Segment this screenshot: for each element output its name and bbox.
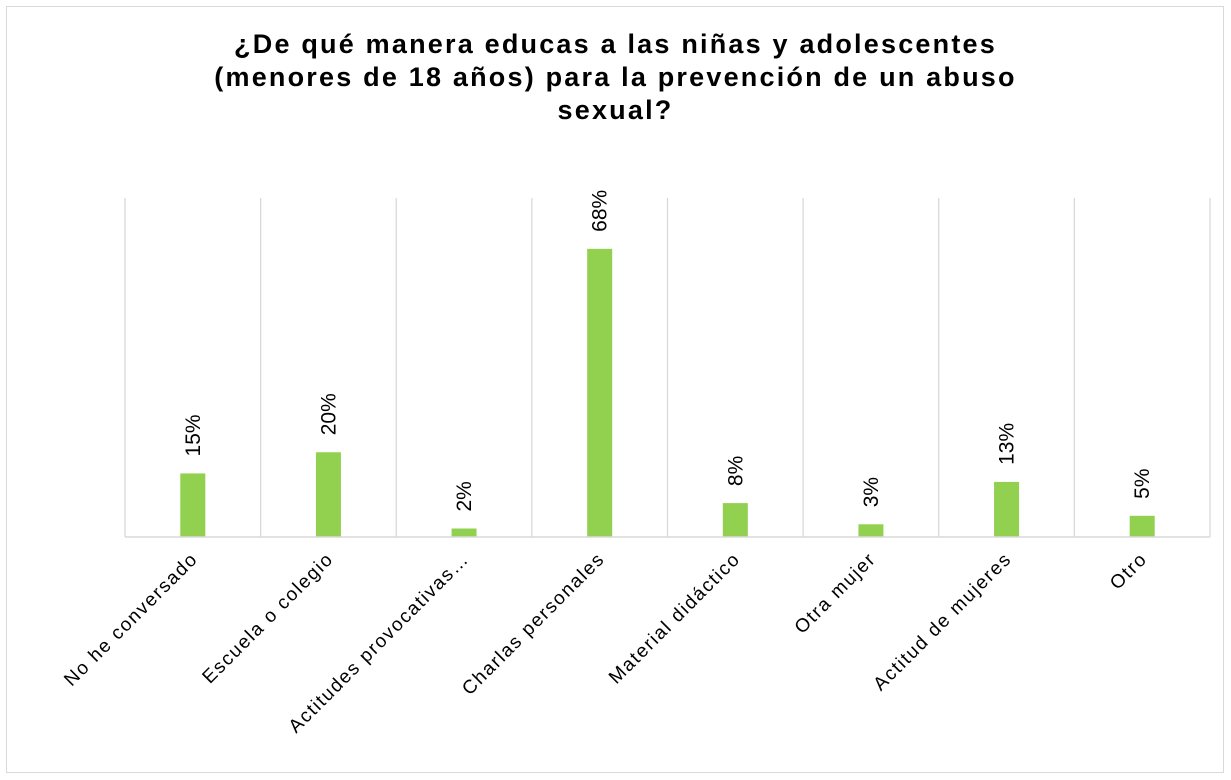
chart-title-line-2: (menores de 18 años) para la prevención …: [214, 62, 1017, 92]
gridlines: [124, 198, 1211, 537]
category-label: Otro: [1106, 549, 1152, 595]
category-label: Actitud de mujeres: [870, 549, 1016, 695]
bars: [180, 248, 1155, 537]
data-label: 3%: [860, 477, 883, 507]
category-label: Material didáctico: [605, 549, 745, 689]
data-labels: 15% 20% 2% 68% 8% 3% 13% 5%: [182, 190, 1154, 512]
chart-title: ¿De qué manera educas a las niñas y adol…: [0, 28, 1231, 127]
data-label: 15%: [182, 414, 205, 456]
data-label: 5%: [1131, 468, 1154, 498]
bar: [451, 528, 477, 537]
chart-frame: [6, 6, 1224, 773]
bar: [858, 524, 884, 537]
chart-title-line-1: ¿De qué manera educas a las niñas y adol…: [234, 29, 997, 59]
data-label: 68%: [589, 190, 612, 232]
data-label: 2%: [453, 481, 476, 511]
category-label: Escuela o colegio: [199, 549, 338, 688]
category-label: Charlas personales: [458, 549, 609, 700]
bar: [722, 503, 748, 537]
chart-title-line-3: sexual?: [557, 95, 674, 125]
data-label: 20%: [317, 393, 340, 435]
bar: [994, 481, 1020, 537]
category-label: No he conversado: [60, 549, 202, 691]
data-label: 8%: [724, 456, 747, 486]
bar: [1129, 515, 1155, 537]
category-label: Otra mujer: [791, 549, 881, 639]
bar: [587, 248, 613, 537]
data-label: 13%: [996, 423, 1019, 465]
bar: [315, 452, 341, 537]
bar: [180, 473, 206, 537]
